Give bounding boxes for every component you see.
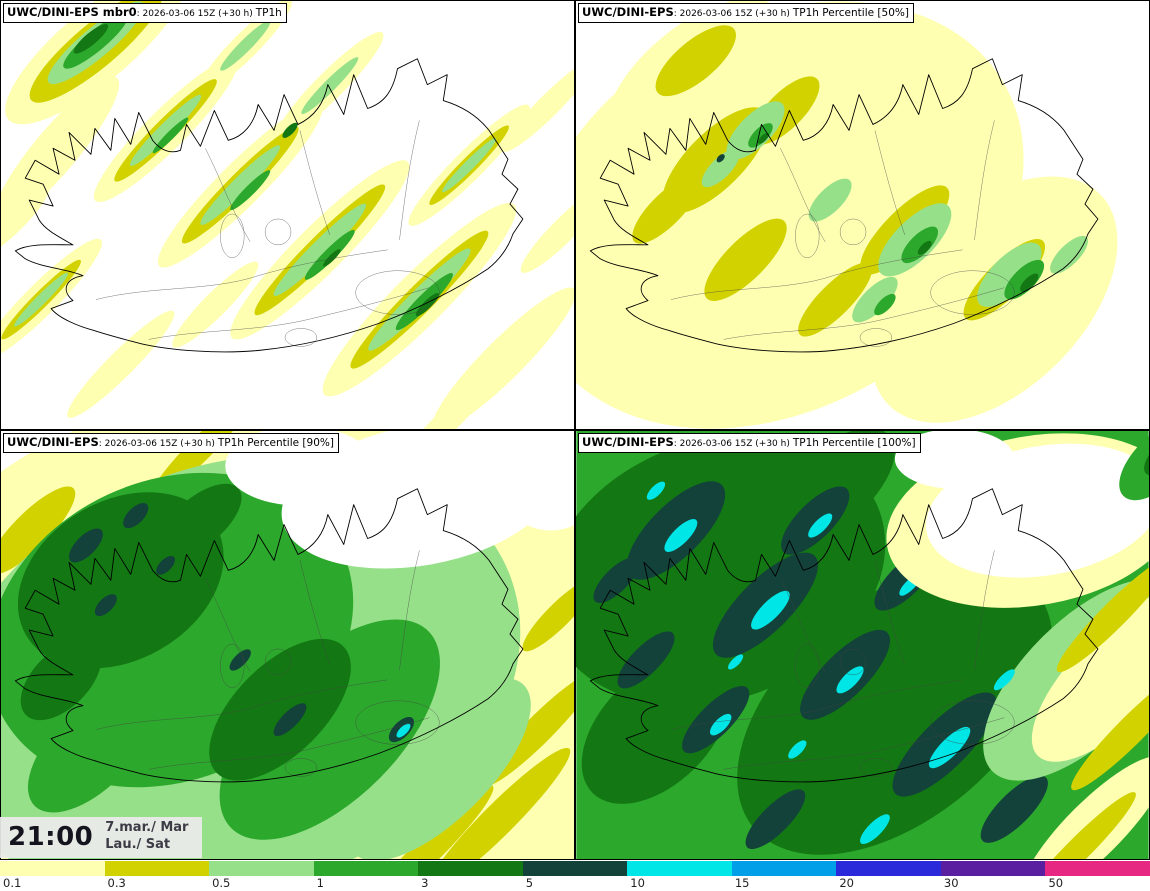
colorbar-tick-label: 0.1 [3, 876, 22, 890]
panel-title-param: TP1h Percentile [90%] [217, 437, 334, 449]
panel-title-model: UWC/DINI-EPS [582, 435, 674, 449]
colorbar-tick-label: 3 [421, 876, 429, 890]
colorbar-segment [731, 861, 837, 876]
colorbar-segment [209, 861, 314, 876]
panel-title-datetime: : 2026-03-06 15Z (+30 h) [673, 9, 790, 19]
colorbar-tick-label: 20 [839, 876, 854, 890]
precip-shading [1, 1, 574, 429]
precip-map-p50 [576, 1, 1118, 429]
panel-title: UWC/DINI-EPS: 2026-03-06 15Z (+30 h) TP1h… [3, 433, 339, 454]
valid-time: 21:00 [8, 821, 94, 852]
colorbar-tick-label: 50 [1048, 876, 1064, 890]
panel-p50: UWC/DINI-EPS: 2026-03-06 15Z (+30 h) TP1h… [575, 0, 1150, 430]
valid-date-line1: 7.mar./ Mar [105, 820, 189, 835]
precip-shading [1, 431, 574, 859]
precip-colorbar: 0.1 0.3 0.5 1 3 5 10 15 20 30 50 [0, 860, 1150, 891]
panel-title-datetime: : 2026-03-06 15Z (+30 h) [98, 439, 215, 449]
colorbar-tick-label: 5 [525, 876, 534, 890]
panel-title-model: UWC/DINI-EPS [582, 5, 674, 19]
colorbar-tick-label: 30 [943, 876, 959, 890]
precip-map-p90 [1, 431, 574, 859]
colorbar-segment [0, 861, 105, 876]
panel-title: UWC/DINI-EPS: 2026-03-06 15Z (+30 h) TP1h… [578, 433, 921, 454]
panel-p90: UWC/DINI-EPS: 2026-03-06 15Z (+30 h) TP1h… [0, 430, 575, 860]
colorbar-segment [836, 861, 941, 876]
panel-title-param: TP1h Percentile [100%] [792, 437, 916, 449]
precip-map-mbr0 [1, 1, 574, 429]
valid-time-box: 21:00 7.mar./ Mar Lau./ Sat [0, 817, 203, 858]
panel-title-datetime: : 2026-03-06 15Z (+30 h) [136, 9, 253, 19]
colorbar-tick-label: 15 [734, 876, 750, 890]
panel-title-model: UWC/DINI-EPS mbr0 [7, 5, 137, 19]
colorbar-tick-label: 1 [316, 876, 324, 890]
colorbar-tick-label: 0.5 [212, 876, 231, 890]
valid-date-line2: Lau./ Sat [105, 836, 171, 852]
colorbar-labels: 0.1 0.3 0.5 1 3 5 10 15 20 30 50 [0, 876, 1150, 891]
panel-title-param: TP1h [255, 7, 282, 19]
precip-shading [576, 431, 1149, 859]
panel-title: UWC/DINI-EPS: 2026-03-06 15Z (+30 h) TP1h… [578, 3, 914, 24]
panel-title-datetime: : 2026-03-06 15Z (+30 h) [673, 439, 790, 449]
panel-grid: UWC/DINI-EPS mbr0: 2026-03-06 15Z (+30 h… [0, 0, 1150, 860]
panel-mbr0: UWC/DINI-EPS mbr0: 2026-03-06 15Z (+30 h… [0, 0, 575, 430]
colorbar-segment [313, 861, 419, 876]
colorbar-segment [418, 861, 523, 876]
colorbar-segment [522, 861, 628, 876]
valid-date: 7.mar./ Mar Lau./ Sat [105, 820, 188, 854]
precip-map-p100 [576, 431, 1149, 859]
colorbar-segment [940, 861, 1046, 876]
colorbar-bar [0, 860, 1150, 876]
colorbar-segment [627, 861, 732, 876]
precip-shading [576, 1, 1118, 429]
panel-title-param: TP1h Percentile [50%] [792, 7, 909, 19]
panel-title: UWC/DINI-EPS mbr0: 2026-03-06 15Z (+30 h… [3, 3, 287, 24]
colorbar-tick-label: 10 [630, 876, 645, 890]
panel-p100: UWC/DINI-EPS: 2026-03-06 15Z (+30 h) TP1h… [575, 430, 1150, 860]
colorbar-segment [104, 861, 210, 876]
panel-title-model: UWC/DINI-EPS [7, 435, 99, 449]
colorbar-tick-label: 0.3 [107, 876, 126, 890]
colorbar-segment [1045, 861, 1150, 876]
